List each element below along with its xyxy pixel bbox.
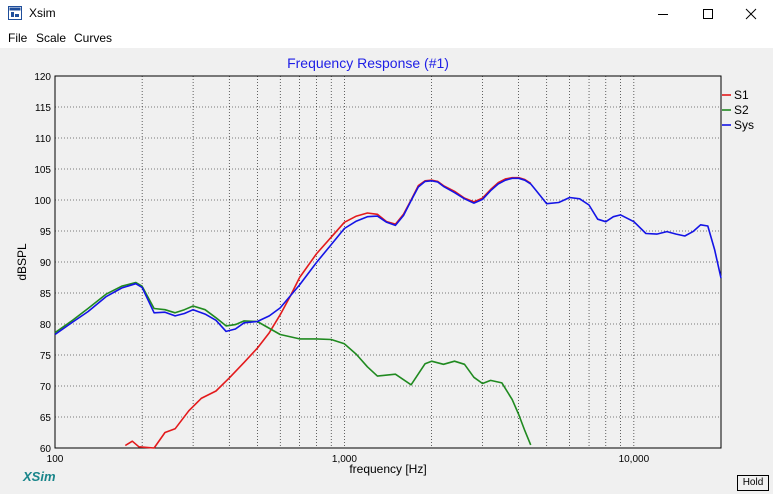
title-bar: Xsim — [0, 0, 773, 28]
y-axis-label: dBSPL — [15, 243, 29, 281]
y-tick-label: 105 — [34, 165, 51, 176]
series-line-s2 — [54, 281, 532, 446]
y-tick-label: 110 — [35, 134, 51, 145]
frequency-response-chart: 60 65 70 75 80 85 90 95 100 105 110 115 120 100 1,000… — [15, 55, 754, 476]
y-tick-label: 80 — [40, 320, 52, 331]
series-line-s1 — [124, 176, 532, 449]
y-tick-label: 65 — [40, 413, 52, 424]
menu-curves[interactable]: Curves — [74, 31, 113, 45]
y-tick-label: 90 — [40, 258, 52, 269]
series-line-sys — [54, 177, 722, 336]
window-title: Xsim — [29, 6, 56, 20]
minimize-button[interactable] — [641, 0, 685, 28]
y-tick-label: 85 — [40, 289, 52, 300]
close-icon — [745, 8, 757, 20]
x-tick-label: 10,000 — [619, 454, 650, 465]
menu-scale[interactable]: Scale — [36, 31, 67, 45]
app-icon — [8, 6, 22, 20]
minimize-icon — [658, 14, 668, 15]
menu-file[interactable]: File — [8, 31, 28, 45]
y-tick-label: 60 — [40, 444, 52, 455]
client-area — [0, 48, 773, 494]
menu-bar: File Scale Curves — [0, 28, 773, 48]
y-tick-label: 70 — [40, 382, 52, 393]
plot-frame — [54, 75, 722, 449]
y-tick-label: 120 — [34, 72, 51, 83]
xsim-logo: XSim — [23, 469, 56, 484]
x-axis-label: frequency [Hz] — [349, 462, 426, 476]
y-tick-label: 75 — [40, 351, 52, 362]
maximize-icon — [703, 9, 713, 19]
series-lines — [54, 176, 722, 449]
horizontal-grid — [55, 75, 721, 449]
x-tick-label: 1,000 — [332, 454, 357, 465]
close-button[interactable] — [729, 0, 773, 28]
maximize-button[interactable] — [686, 0, 730, 28]
y-tick-label: 115 — [35, 103, 51, 114]
x-tick-label: 100 — [47, 454, 64, 465]
y-tick-label: 100 — [34, 196, 51, 207]
hold-button[interactable]: Hold — [737, 475, 769, 491]
x-tick-labels: 100 1,000 10,000 — [47, 454, 650, 465]
y-tick-labels: 60 65 70 75 80 85 90 95 100 105 110 115 120 — [34, 72, 51, 455]
y-tick-label: 95 — [40, 227, 52, 238]
legend-label-s2: S2 — [734, 103, 749, 117]
legend-label-sys: Sys — [734, 118, 754, 132]
legend-label-s1: S1 — [734, 88, 749, 102]
chart-title: Frequency Response (#1) — [287, 55, 449, 71]
